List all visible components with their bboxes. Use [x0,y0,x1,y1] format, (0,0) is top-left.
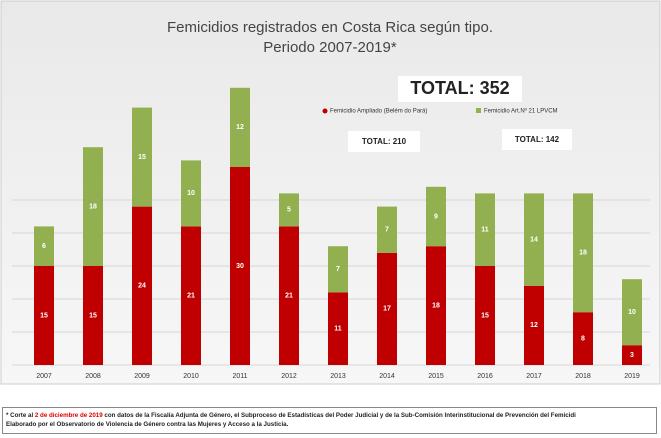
x-tick-label: 2010 [183,373,199,380]
x-tick-label: 2016 [477,373,493,380]
value-label: 21 [285,293,293,300]
bar-segment [181,160,201,227]
value-label: 9 [434,213,438,220]
bar-segment [181,226,201,365]
bar-segment [475,266,495,365]
note-text: Elaborado por el Observatorio de Violenc… [6,421,289,428]
value-label: 24 [138,283,146,290]
bar-segment [34,226,54,266]
value-label: 12 [530,322,538,329]
value-label: 15 [138,154,146,161]
value-label: 18 [579,250,587,257]
bar-segment [573,312,593,365]
bar-segment [475,193,495,266]
chart: Femicidios registrados en Costa Rica seg… [0,0,661,385]
value-label: 3 [630,352,634,359]
value-label: 10 [628,309,636,316]
legend: Femicidio Ampliado (Belém do Pará) Femici… [322,108,558,115]
bar-segment [573,193,593,313]
bar-segment [377,252,397,365]
bar-segment [279,226,299,365]
bar-segment [622,345,642,365]
bar-segment [83,147,103,266]
x-tick-label: 2015 [428,373,444,380]
bar-segment [230,87,250,167]
bar-segment [132,107,152,207]
chart-subtitle: Periodo 2007-2019* [263,39,397,56]
x-tick-label: 2013 [330,373,346,380]
bar-segment [377,206,397,253]
x-tick-label: 2012 [281,373,297,380]
value-label: 18 [89,203,97,210]
note-text: con datos de la Fiscalía Adjunta de Géne… [102,412,576,419]
bar-segment [524,285,544,365]
bar-segment [328,292,348,365]
bar-segment [132,206,152,365]
value-label: 15 [40,312,48,319]
x-tick-label: 2008 [85,373,101,380]
value-label: 10 [187,190,195,197]
value-label: 14 [530,236,538,243]
value-label: 15 [89,312,97,319]
bar-segment [279,193,299,227]
value-label: 21 [187,293,195,300]
total-green: TOTAL: 142 [515,135,560,144]
x-tick-label: 2018 [575,373,591,380]
chart-title: Femicidios registrados en Costa Rica seg… [167,19,493,36]
value-label: 8 [581,335,585,342]
bar-segment [230,167,250,365]
total-red: TOTAL: 210 [362,137,407,146]
total-box [398,76,522,102]
value-label: 11 [334,326,342,333]
legend-swatch [476,108,481,113]
value-label: 7 [385,227,389,234]
value-label: 11 [481,227,489,234]
x-tick-label: 2014 [379,373,395,380]
bar-segment [622,279,642,346]
x-tick-label: 2009 [134,373,150,380]
value-label: 30 [236,263,244,270]
legend-label: Femicidio Ampliado (Belém do Pará) [330,109,427,115]
value-label: 15 [481,312,489,319]
legend-label: Femicidio Art.Nº 21 LPVCM [484,108,558,115]
bar-segment [34,266,54,365]
value-label: 12 [236,124,244,131]
x-tick-label: 2011 [232,373,247,380]
x-tick-label: 2019 [624,373,640,380]
x-tick-label: 2017 [526,373,542,380]
bar-segment [426,186,446,247]
note-date: 2 de diciembre de 2019 [34,412,103,419]
bar-segment [524,193,544,286]
x-tick-label: 2007 [36,373,52,380]
total-box [502,129,572,150]
legend-swatch [322,108,328,114]
total: TOTAL: 352 [410,78,509,98]
footnote: * Corte al 2 de diciembre de 2019 con da… [2,407,657,434]
note-text: * Corte al [6,412,35,419]
value-label: 5 [287,207,291,214]
total-box [348,131,420,152]
bar-segment [328,246,348,293]
bar-segment [426,246,446,365]
bar-segment [83,266,103,365]
value-label: 6 [42,243,46,250]
value-label: 7 [336,266,340,273]
value-label: 18 [432,302,440,309]
value-label: 17 [383,306,391,313]
